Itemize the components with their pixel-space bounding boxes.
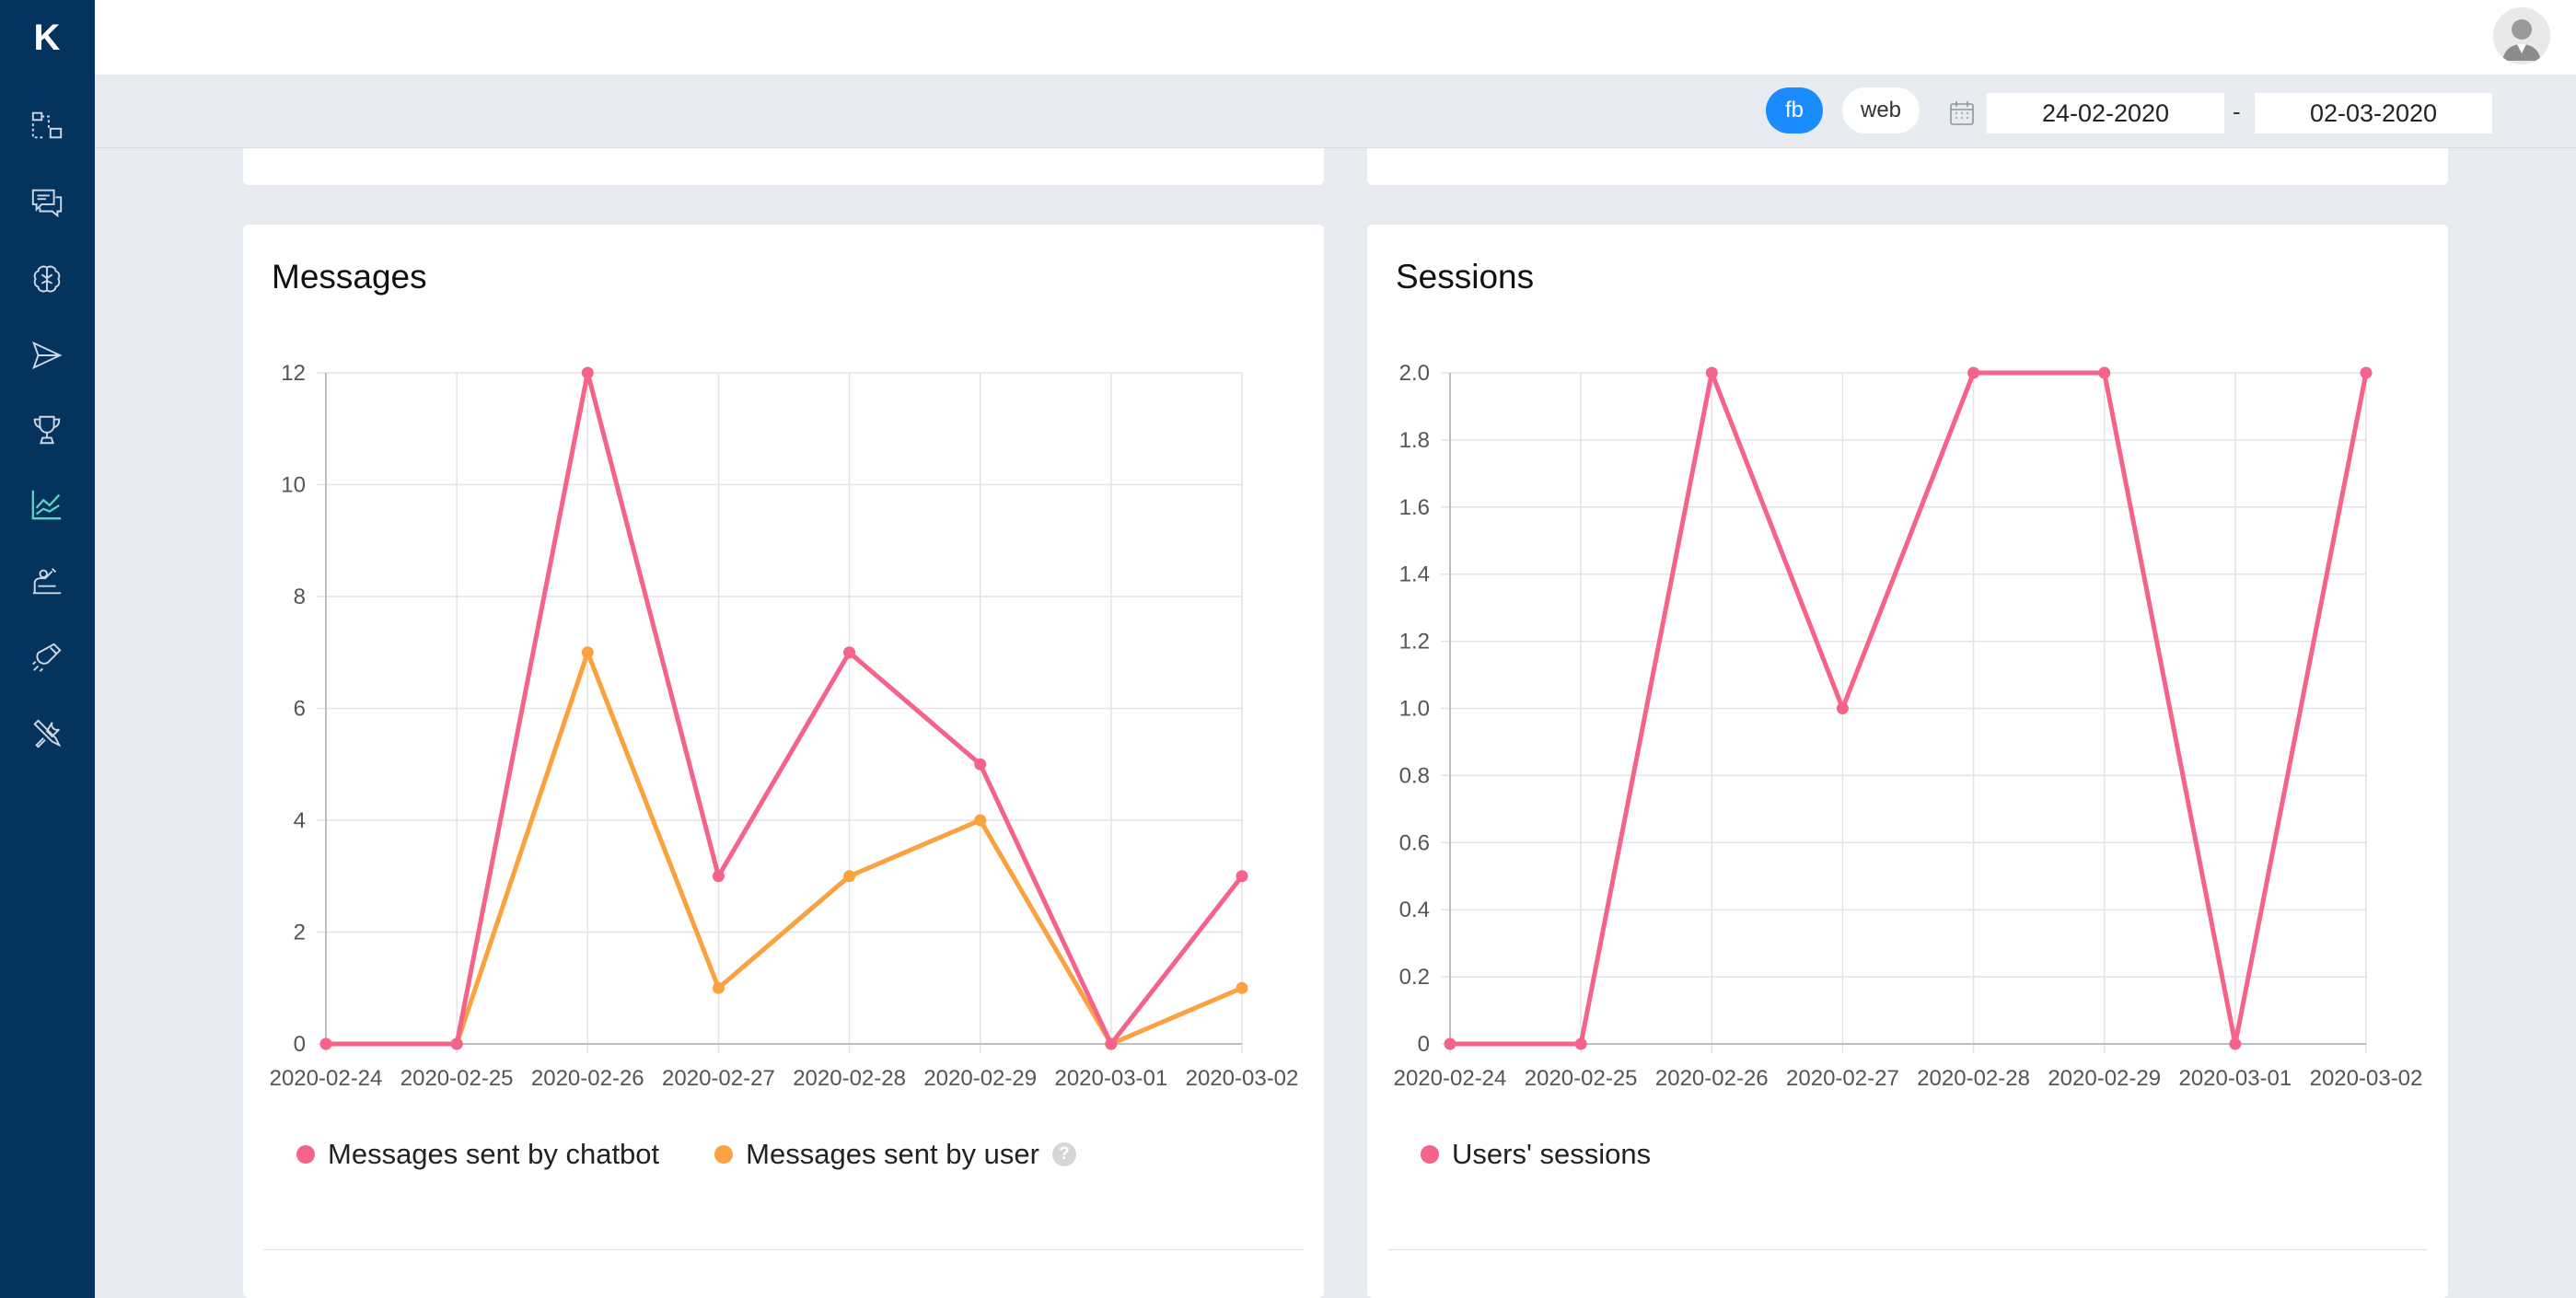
y-tick-label: 2: [294, 921, 306, 945]
x-tick-label: 2020-02-25: [1525, 1066, 1638, 1091]
legend-item-user[interactable]: Messages sent by user ?: [714, 1138, 1076, 1171]
sessions-card: Sessions: [1367, 225, 2448, 1298]
data-point[interactable]: [450, 1037, 463, 1050]
top-bar: [95, 0, 2576, 75]
series-line-1: [326, 370, 1244, 1047]
y-tick-label: 4: [294, 808, 306, 833]
tools-icon[interactable]: [25, 713, 69, 757]
data-point[interactable]: [712, 981, 725, 994]
x-tick-label: 2020-02-27: [1786, 1066, 1899, 1091]
x-tick-label: 2020-02-24: [1394, 1066, 1507, 1091]
legend-dot-chatbot: [296, 1145, 315, 1164]
card-divider: [1387, 1249, 2428, 1250]
brain-icon[interactable]: [25, 258, 69, 302]
date-from-input[interactable]: 24-02-2020: [1987, 93, 2224, 133]
x-tick-label: 2020-03-02: [2310, 1066, 2423, 1091]
y-tick-label: 1.2: [1399, 630, 1430, 655]
app-logo[interactable]: K: [33, 17, 61, 58]
data-point[interactable]: [712, 870, 725, 883]
data-point[interactable]: [1236, 870, 1248, 883]
y-tick-label: 12: [281, 361, 306, 386]
legend-dot-user: [714, 1145, 734, 1164]
data-point[interactable]: [1574, 1037, 1587, 1050]
sessions-chart: 0 0.2 0.4 0.6 0.8 1.0 1.2 1.4 1.6 1.8 2.0 2020-02-2…: [1394, 361, 2423, 1091]
chat-icon[interactable]: [25, 180, 69, 225]
y-tick-label: 0.8: [1399, 763, 1430, 788]
x-tick-label: 2020-03-02: [1186, 1066, 1299, 1091]
legend-label-user: Messages sent by user: [746, 1138, 1039, 1170]
calendar-icon[interactable]: [1948, 99, 1976, 127]
channel-web-button[interactable]: web: [1842, 87, 1920, 133]
date-to-input[interactable]: 02-03-2020: [2255, 93, 2492, 133]
messages-legend: Messages sent by chatbot Messages sent b…: [296, 1138, 1131, 1171]
data-point[interactable]: [1236, 981, 1248, 994]
data-point[interactable]: [319, 1037, 332, 1050]
x-tick-label: 2020-03-01: [2178, 1066, 2292, 1091]
x-tick-label: 2020-02-29: [2048, 1066, 2161, 1091]
y-tick-label: 2.0: [1399, 361, 1430, 386]
magnet-icon[interactable]: [25, 635, 69, 679]
x-tick-label: 2020-02-28: [1917, 1066, 2030, 1091]
y-tick-label: 1.4: [1399, 562, 1430, 587]
sessions-title: Sessions: [1396, 258, 1535, 296]
data-point[interactable]: [581, 366, 594, 379]
teacher-icon[interactable]: [25, 559, 69, 603]
data-point[interactable]: [1105, 1037, 1118, 1050]
y-tick-label: 1.6: [1399, 495, 1430, 520]
date-separator: -: [2233, 98, 2241, 125]
legend-dot-sessions: [1421, 1145, 1439, 1164]
data-point[interactable]: [843, 646, 856, 659]
y-tick-label: 1.8: [1399, 428, 1430, 453]
user-avatar[interactable]: [2493, 7, 2550, 64]
data-point[interactable]: [1705, 366, 1718, 379]
data-point[interactable]: [2360, 366, 2373, 379]
x-tick-label: 2020-02-25: [400, 1066, 514, 1091]
y-tick-label: 10: [281, 473, 306, 498]
data-point[interactable]: [1836, 702, 1849, 714]
flow-icon[interactable]: [25, 103, 69, 147]
data-point[interactable]: [843, 870, 856, 883]
x-tick-label: 2020-02-26: [1655, 1066, 1769, 1091]
y-tick-label: 0.6: [1399, 830, 1430, 855]
series-line-1: [1450, 370, 2369, 1047]
previous-card-right: [1367, 148, 2448, 185]
x-tick-label: 2020-02-24: [270, 1066, 383, 1091]
legend-item-sessions[interactable]: Users' sessions: [1421, 1138, 1651, 1171]
sidebar: K: [0, 0, 95, 1298]
x-tick-label: 2020-02-28: [793, 1066, 906, 1091]
send-icon[interactable]: [25, 333, 69, 377]
y-tick-label: 0: [1418, 1032, 1430, 1057]
legend-item-chatbot[interactable]: Messages sent by chatbot: [296, 1138, 659, 1171]
card-divider: [263, 1249, 1304, 1250]
messages-title: Messages: [272, 258, 427, 296]
sessions-legend: Users' sessions: [1421, 1138, 1706, 1171]
y-tick-label: 6: [294, 697, 306, 722]
legend-label-chatbot: Messages sent by chatbot: [328, 1138, 660, 1170]
data-point[interactable]: [2098, 366, 2111, 379]
y-tick-label: 8: [294, 585, 306, 609]
analytics-icon[interactable]: [25, 482, 69, 527]
messages-chart: 0 2 4 6 8 10 12 2020-02-24 2020-02-25 2020-02-26 2…: [270, 361, 1299, 1091]
data-point[interactable]: [2229, 1037, 2242, 1050]
help-icon[interactable]: ?: [1051, 1142, 1076, 1166]
previous-card-left: [243, 148, 1324, 185]
x-tick-label: 2020-03-01: [1054, 1066, 1167, 1091]
x-tick-label: 2020-02-29: [923, 1066, 1037, 1091]
x-tick-label: 2020-02-27: [662, 1066, 775, 1091]
data-point[interactable]: [974, 814, 987, 827]
channel-fb-button[interactable]: fb: [1766, 87, 1823, 133]
trophy-icon[interactable]: [25, 408, 69, 452]
data-point[interactable]: [974, 758, 987, 771]
y-tick-label: 0.4: [1399, 898, 1430, 922]
data-point[interactable]: [1967, 366, 1980, 379]
y-tick-label: 1.0: [1399, 697, 1430, 722]
series-line-2: [326, 650, 1243, 1047]
y-tick-label: 0: [294, 1032, 306, 1057]
data-point[interactable]: [581, 646, 594, 659]
legend-label-sessions: Users' sessions: [1452, 1138, 1652, 1170]
x-tick-label: 2020-02-26: [531, 1066, 644, 1091]
data-point[interactable]: [1444, 1037, 1456, 1050]
y-tick-label: 0.2: [1399, 965, 1430, 990]
